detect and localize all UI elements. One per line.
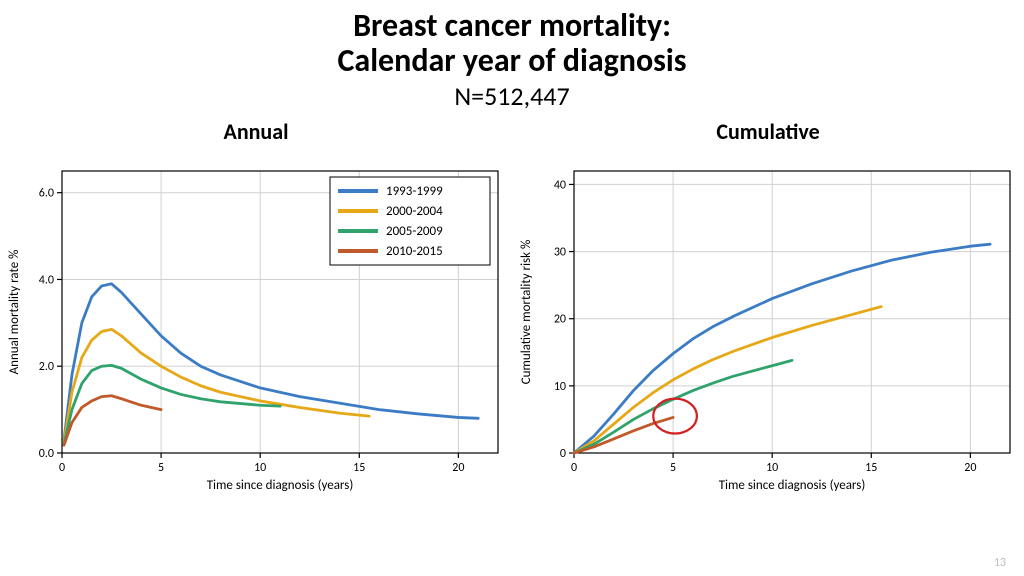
svg-text:15: 15 — [353, 461, 365, 475]
svg-text:6.0: 6.0 — [39, 187, 54, 201]
svg-text:40: 40 — [554, 179, 566, 193]
svg-text:Time since diagnosis (years): Time since diagnosis (years) — [719, 478, 866, 493]
cumulative-chart-wrap: 0 5 10 15 20 0 10 20 30 40 Time since diagnosis (y… — [512, 161, 1024, 501]
svg-text:Cumulative mortality risk %: Cumulative mortality risk % — [519, 240, 534, 385]
svg-text:2000-2004: 2000-2004 — [386, 204, 443, 219]
svg-text:15: 15 — [865, 461, 877, 475]
svg-text:2.0: 2.0 — [39, 361, 54, 375]
svg-text:20: 20 — [452, 461, 464, 475]
svg-text:20: 20 — [554, 313, 566, 327]
svg-text:0.0: 0.0 — [39, 447, 54, 461]
charts-row: 0 5 10 15 20 0.0 2.0 4.0 6.0 Time since diagnosis… — [0, 161, 1024, 501]
cumulative-chart: 0 5 10 15 20 0 10 20 30 40 Time since diagnosis (y… — [512, 161, 1024, 501]
svg-text:Time since diagnosis (years): Time since diagnosis (years) — [207, 478, 354, 493]
svg-text:10: 10 — [254, 461, 266, 475]
svg-text:2010-2015: 2010-2015 — [386, 244, 443, 259]
subtitle: N=512,447 — [0, 80, 1024, 112]
panel-title-annual: Annual — [0, 118, 512, 145]
title-line-1: Breast cancer mortality: — [0, 8, 1024, 43]
title-block: Breast cancer mortality: Calendar year o… — [0, 0, 1024, 112]
svg-text:5: 5 — [670, 461, 676, 475]
svg-text:4.0: 4.0 — [39, 274, 54, 288]
svg-text:10: 10 — [766, 461, 778, 475]
annual-chart-wrap: 0 5 10 15 20 0.0 2.0 4.0 6.0 Time since diagnosis… — [0, 161, 512, 501]
svg-text:Annual mortality rate %: Annual mortality rate % — [7, 250, 22, 375]
svg-text:1993-1999: 1993-1999 — [386, 184, 443, 199]
svg-text:5: 5 — [158, 461, 164, 475]
svg-text:30: 30 — [554, 246, 566, 260]
svg-text:10: 10 — [554, 380, 566, 394]
svg-text:2005-2009: 2005-2009 — [386, 224, 443, 239]
title-line-2: Calendar year of diagnosis — [0, 43, 1024, 78]
slide: Breast cancer mortality: Calendar year o… — [0, 0, 1024, 576]
svg-text:0: 0 — [571, 461, 577, 475]
svg-text:0: 0 — [560, 447, 566, 461]
page-number: 13 — [994, 556, 1006, 570]
svg-text:20: 20 — [964, 461, 976, 475]
annual-chart: 0 5 10 15 20 0.0 2.0 4.0 6.0 Time since diagnosis… — [0, 161, 512, 501]
panel-title-cumulative: Cumulative — [512, 118, 1024, 145]
panel-titles: Annual Cumulative — [0, 118, 1024, 145]
svg-text:0: 0 — [59, 461, 65, 475]
